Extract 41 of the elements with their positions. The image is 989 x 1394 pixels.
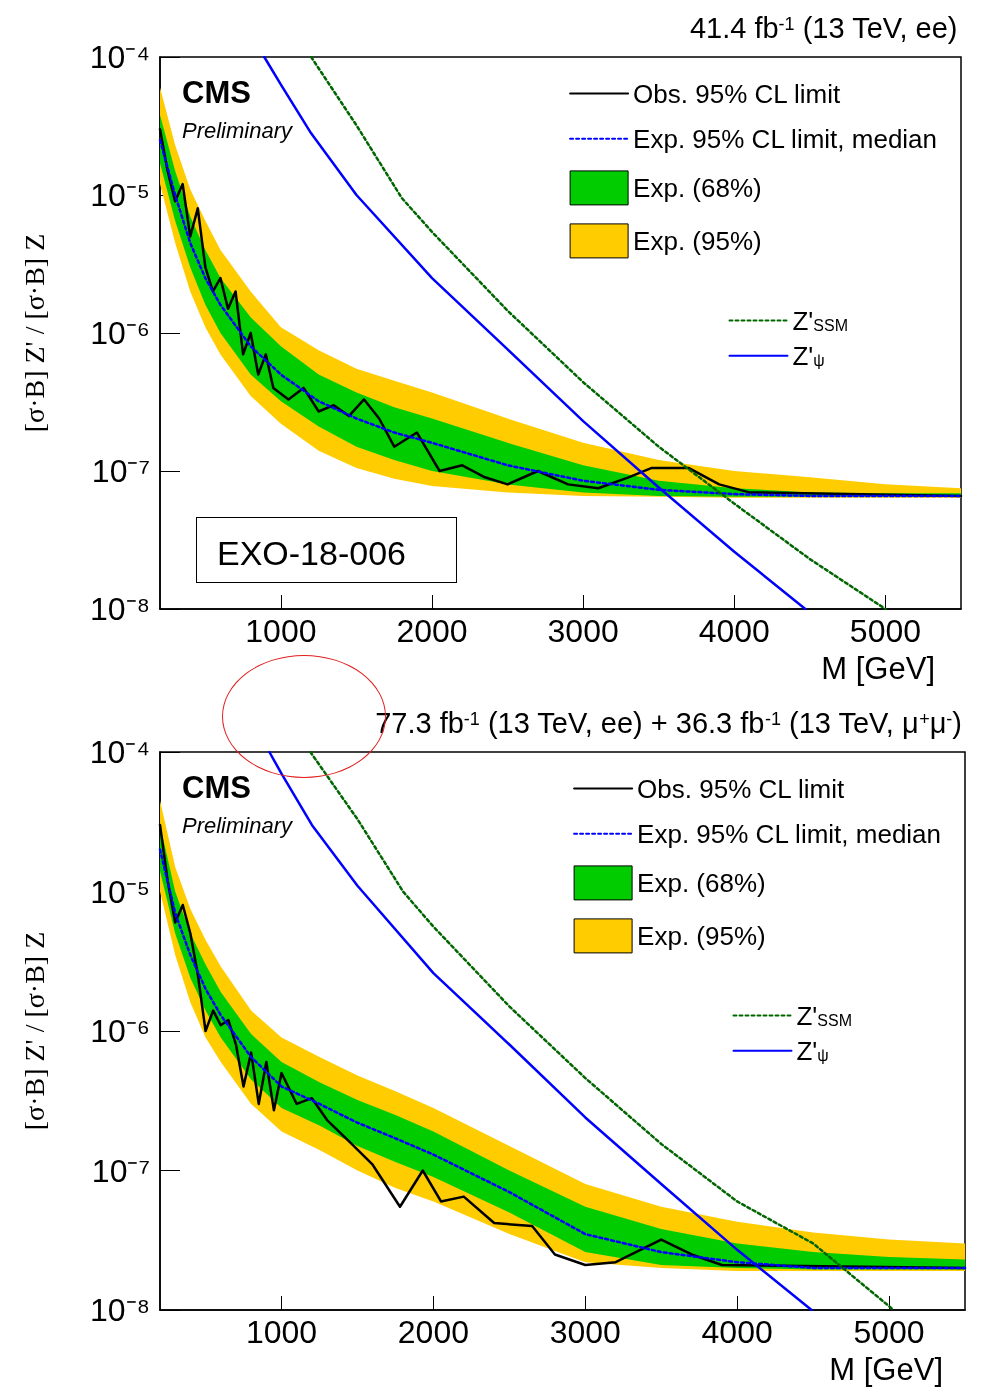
legend-label: Z'SSM: [792, 305, 848, 336]
x-tick-label: 1000: [245, 613, 317, 649]
annotation: Preliminary: [182, 812, 295, 838]
y-tick-label: 10⁻⁶: [90, 315, 150, 351]
legend-label: Z'ψ: [792, 340, 825, 371]
y-tick-label: 10⁻⁷: [91, 1152, 150, 1189]
x-tick-label: 3000: [549, 1314, 621, 1350]
y-tick-label: 10⁻⁸: [89, 1292, 150, 1328]
legend-label: Exp. 95% CL limit, median: [633, 123, 938, 154]
y-axis-title: [σ·B] Z' / [σ·B] Z: [18, 233, 50, 433]
legend-label: Exp. 95% CL limit, median: [637, 818, 942, 849]
legend-label: Exp. (95%): [633, 225, 762, 256]
x-tick-label: 4000: [698, 613, 770, 649]
legend-label: Obs. 95% CL limit: [637, 773, 845, 804]
x-tick-label: 1000: [245, 1314, 318, 1350]
y-tick-label: 10⁻⁸: [89, 591, 150, 627]
annotation: Preliminary: [182, 117, 295, 143]
y-tick-label: 10⁻⁵: [90, 873, 150, 910]
x-tick-label: 2000: [396, 613, 468, 649]
y-axis-title: [σ·B] Z' / [σ·B] Z: [18, 931, 50, 1131]
y-tick-label: 10⁻⁴: [89, 734, 150, 770]
x-tick-label: 3000: [547, 613, 619, 649]
x-tick-label: 4000: [701, 1314, 773, 1350]
legend-label: Obs. 95% CL limit: [633, 78, 841, 109]
y-tick-label: 10⁻⁶: [90, 1013, 150, 1049]
y-tick-label: 10⁻⁵: [90, 177, 150, 213]
x-axis-title: M [GeV]: [829, 1352, 943, 1387]
legend-label: Exp. (68%): [633, 172, 762, 203]
y-tick-label: 10⁻⁷: [91, 453, 150, 489]
legend-label: Z'SSM: [796, 1000, 852, 1031]
annotation: CMS: [182, 75, 251, 110]
x-tick-label: 5000: [853, 1314, 925, 1350]
legend-label: Exp. (95%): [637, 920, 766, 951]
x-tick-label: 5000: [849, 613, 922, 649]
legend-label: Exp. (68%): [637, 867, 766, 898]
x-tick-label: 2000: [397, 1314, 469, 1350]
annotation: EXO-18-006: [217, 534, 406, 572]
y-tick-label: 10⁻⁴: [89, 39, 150, 75]
annotation: CMS: [182, 770, 251, 805]
legend-label: Z'ψ: [796, 1035, 829, 1066]
x-axis-title: M [GeV]: [821, 651, 935, 686]
